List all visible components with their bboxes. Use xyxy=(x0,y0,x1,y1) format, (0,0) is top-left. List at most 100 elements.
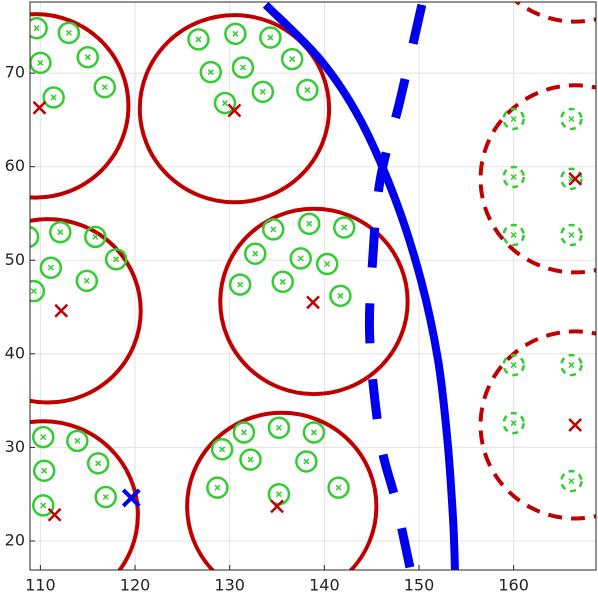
target-marker xyxy=(66,429,89,453)
target-cross xyxy=(37,59,44,66)
target-circle xyxy=(231,56,255,79)
target-marker xyxy=(94,485,117,509)
x-tick-label: 120 xyxy=(120,576,151,595)
target-marker xyxy=(39,256,63,280)
region-circle xyxy=(218,206,410,397)
target-circle xyxy=(104,248,128,271)
x-tick-label: 130 xyxy=(214,576,245,595)
target-circle xyxy=(289,247,312,270)
target-circle xyxy=(30,279,46,303)
region-circle xyxy=(185,410,379,570)
target-marker xyxy=(327,476,350,499)
target-marker xyxy=(206,476,229,499)
target-cross xyxy=(341,224,348,231)
x-tick-label: 140 xyxy=(309,576,340,595)
target-circle xyxy=(502,223,525,247)
target-cross xyxy=(237,281,244,288)
y-tick-label: 70 xyxy=(5,63,25,82)
target-circle xyxy=(30,225,40,248)
target-cross xyxy=(221,100,229,107)
x-marker xyxy=(32,100,47,115)
target-cross xyxy=(306,220,313,227)
target-circle xyxy=(213,91,237,115)
target-cross xyxy=(240,429,247,436)
target-cross xyxy=(95,460,102,467)
target-circle xyxy=(560,353,583,377)
target-circle xyxy=(84,225,107,249)
target-circle xyxy=(502,165,525,189)
target-cross xyxy=(568,231,575,239)
target-cross xyxy=(568,115,575,122)
target-circle xyxy=(94,485,117,509)
target-cross xyxy=(304,86,311,93)
target-cross xyxy=(113,256,120,263)
target-circle xyxy=(224,22,247,46)
target-cross xyxy=(92,233,99,240)
target-circle xyxy=(32,494,55,517)
region-circle xyxy=(30,419,140,570)
target-marker xyxy=(332,216,356,239)
target-cross xyxy=(50,94,57,101)
x-tick-label: 160 xyxy=(498,576,529,595)
target-circle xyxy=(332,216,356,239)
target-circle xyxy=(32,425,55,449)
target-cross xyxy=(207,69,214,76)
target-marker xyxy=(32,425,55,449)
target-circle xyxy=(329,284,352,308)
target-marker xyxy=(30,225,40,248)
target-marker xyxy=(199,60,223,84)
boundary-line xyxy=(364,3,427,570)
target-circle xyxy=(267,416,291,440)
target-marker xyxy=(560,107,583,131)
target-marker xyxy=(86,452,110,475)
target-marker xyxy=(239,448,262,471)
target-marker xyxy=(251,80,275,104)
x-tick-label: 110 xyxy=(25,576,56,595)
target-circle xyxy=(66,429,89,453)
target-marker xyxy=(232,421,256,444)
target-marker xyxy=(297,212,321,236)
target-circle xyxy=(280,47,304,71)
target-cross xyxy=(40,502,47,509)
y-tick-label: 20 xyxy=(5,530,25,549)
region-circle xyxy=(30,12,131,200)
x-marker xyxy=(227,103,242,118)
target-circle xyxy=(57,21,81,45)
target-marker xyxy=(32,459,56,483)
target-cross xyxy=(324,260,331,268)
target-cross xyxy=(297,255,304,262)
target-marker xyxy=(296,78,319,102)
x-marker xyxy=(54,303,69,318)
target-marker xyxy=(75,269,99,293)
target-circle xyxy=(327,476,350,499)
region-circle xyxy=(137,13,332,205)
big-x-marker xyxy=(121,488,141,508)
target-marker xyxy=(84,225,107,249)
target-circle xyxy=(210,438,234,461)
target-marker xyxy=(502,411,525,435)
target-cross xyxy=(510,173,517,181)
target-cross xyxy=(259,88,266,95)
target-marker xyxy=(261,218,285,241)
target-cross xyxy=(214,484,221,491)
target-cross xyxy=(232,30,239,37)
target-marker xyxy=(49,220,72,244)
region-circle xyxy=(478,329,596,521)
target-marker xyxy=(560,353,583,377)
target-cross xyxy=(102,493,109,501)
target-circle xyxy=(295,450,318,473)
target-circle xyxy=(206,476,229,499)
target-cross xyxy=(510,231,517,239)
target-cross xyxy=(83,277,90,284)
y-tick-label: 30 xyxy=(5,437,25,456)
target-circle xyxy=(502,107,525,131)
target-circle xyxy=(49,220,72,244)
target-circle xyxy=(42,86,65,109)
target-cross xyxy=(239,64,246,71)
target-cross xyxy=(65,29,72,36)
target-cross xyxy=(74,437,81,444)
target-marker xyxy=(32,494,55,517)
target-marker xyxy=(502,165,525,189)
